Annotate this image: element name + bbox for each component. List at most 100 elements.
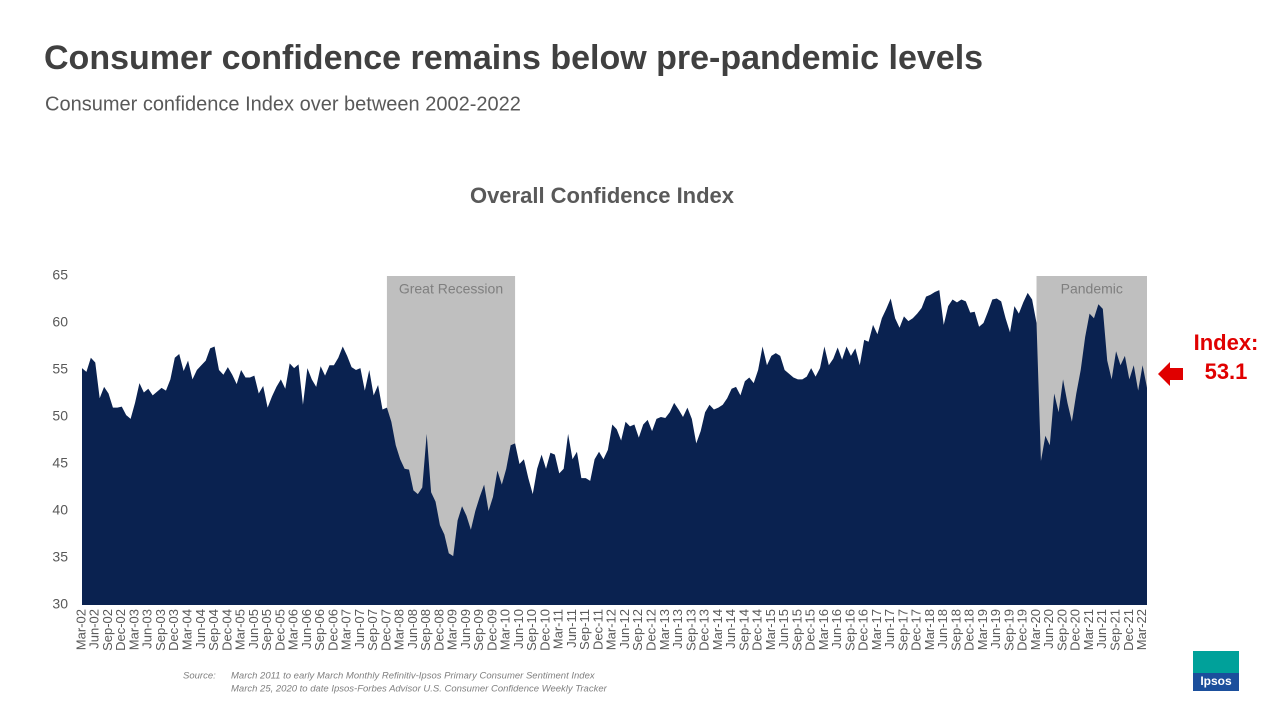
x-tick-label: Sep-14: [736, 609, 751, 651]
x-tick-label: Sep-05: [259, 609, 274, 651]
x-tick-label: Dec-15: [803, 609, 818, 651]
y-tick-label: 65: [52, 267, 68, 283]
x-tick-label: Jun-19: [988, 609, 1003, 649]
x-tick-label: Jun-17: [882, 609, 897, 649]
x-tick-label: Sep-06: [312, 609, 327, 651]
x-tick-label: Sep-04: [206, 609, 221, 651]
x-tick-label: Dec-09: [484, 609, 499, 651]
x-tick-label: Jun-03: [140, 609, 155, 649]
area: [82, 290, 1147, 605]
y-tick-label: 55: [52, 361, 68, 377]
x-tick-label: Jun-13: [670, 609, 685, 649]
x-tick-label: Jun-10: [511, 609, 526, 649]
x-tick-label: Mar-22: [1134, 609, 1149, 650]
x-tick-label: Jun-02: [87, 609, 102, 649]
y-tick-label: 35: [52, 549, 68, 565]
x-tick-label: Dec-05: [272, 609, 287, 651]
x-tick-label: Dec-21: [1121, 609, 1136, 651]
x-tick-label: Sep-19: [1001, 609, 1016, 651]
source-line: March 2011 to early March Monthly Refini…: [231, 671, 596, 682]
x-tick-label: Sep-02: [100, 609, 115, 651]
x-tick-label: Mar-17: [869, 609, 884, 650]
x-tick-label: Mar-09: [445, 609, 460, 650]
x-tick-label: Sep-11: [577, 609, 592, 650]
x-tick-label: Mar-13: [657, 609, 672, 650]
callout-arrow: [1158, 362, 1183, 386]
y-tick-label: 45: [52, 455, 68, 471]
x-tick-label: Dec-13: [697, 609, 712, 651]
x-tick-label: Sep-18: [948, 609, 963, 651]
x-tick-label: Mar-14: [710, 609, 725, 650]
x-tick-label: Jun-06: [299, 609, 314, 649]
x-tick-label: Sep-08: [418, 609, 433, 651]
x-tick-label: Dec-07: [378, 609, 393, 651]
x-tick-label: Jun-12: [617, 609, 632, 649]
x-tick-label: Mar-18: [922, 609, 937, 650]
x-tick-label: Jun-21: [1094, 609, 1109, 649]
x-tick-label: Mar-02: [73, 609, 88, 650]
x-tick-label: Dec-08: [431, 609, 446, 651]
x-tick-label: Dec-03: [166, 609, 181, 651]
x-tick-label: Sep-12: [630, 609, 645, 651]
x-tick-label: Mar-16: [816, 609, 831, 650]
callout-value: 53.1: [1205, 359, 1248, 384]
x-tick-label: Dec-20: [1068, 609, 1083, 651]
x-tick-label: Mar-11: [551, 609, 566, 649]
source-line: March 25, 2020 to date Ipsos-Forbes Advi…: [231, 684, 608, 695]
chart-title: Overall Confidence Index: [470, 183, 735, 208]
x-tick-label: Jun-18: [935, 609, 950, 649]
x-tick-label: Sep-07: [365, 609, 380, 651]
x-tick-label: Mar-04: [179, 609, 194, 650]
x-tick-label: Dec-18: [962, 609, 977, 651]
x-tick-label: Dec-16: [856, 609, 871, 651]
x-tick-label: Jun-14: [723, 609, 738, 649]
callout-label: Index:: [1194, 330, 1259, 355]
x-tick-label: Jun-05: [246, 609, 261, 649]
x-tick-label: Dec-12: [643, 609, 658, 651]
y-tick-label: 30: [52, 596, 68, 612]
x-tick-label: Dec-04: [219, 609, 234, 651]
x-tick-label: Sep-03: [153, 609, 168, 651]
x-tick-label: Mar-03: [126, 609, 141, 650]
x-tick-label: Jun-07: [352, 609, 367, 649]
x-tick-label: Mar-21: [1081, 609, 1096, 650]
x-tick-label: Dec-19: [1015, 609, 1030, 651]
logo-text: Ipsos: [1200, 674, 1232, 688]
x-tick-label: Jun-11: [564, 609, 579, 648]
x-tick-label: Dec-02: [113, 609, 128, 651]
x-tick-label: Sep-15: [789, 609, 804, 651]
x-tick-label: Jun-20: [1041, 609, 1056, 649]
x-tick-label: Mar-20: [1028, 609, 1043, 650]
x-tick-label: Sep-21: [1108, 609, 1123, 651]
x-tick-label: Sep-17: [895, 609, 910, 651]
x-tick-label: Jun-04: [193, 609, 208, 649]
x-tick-label: Dec-11: [590, 609, 605, 650]
x-tick-label: Sep-09: [471, 609, 486, 651]
x-tick-label: Sep-10: [524, 609, 539, 651]
region-label: Pandemic: [1061, 281, 1123, 297]
x-tick-label: Mar-06: [286, 609, 301, 650]
x-tick-label: Sep-20: [1054, 609, 1069, 651]
x-tick-label: Dec-10: [537, 609, 552, 651]
x-tick-label: Mar-19: [975, 609, 990, 650]
x-tick-label: Mar-05: [233, 609, 248, 650]
x-tick-label: Dec-14: [750, 609, 765, 651]
x-tick-label: Jun-08: [405, 609, 420, 649]
x-tick-label: Sep-16: [842, 609, 857, 651]
x-tick-label: Jun-09: [458, 609, 473, 649]
x-tick-label: Mar-07: [339, 609, 354, 650]
x-tick-label: Jun-15: [776, 609, 791, 649]
x-tick-label: Dec-06: [325, 609, 340, 651]
y-tick-label: 50: [52, 408, 68, 424]
source-label: Source:: [183, 671, 216, 682]
region-label: Great Recession: [399, 281, 503, 297]
logo-band: [1193, 651, 1239, 673]
page-subtitle: Consumer confidence Index over between 2…: [45, 93, 521, 115]
x-tick-label: Mar-12: [604, 609, 619, 650]
y-tick-label: 40: [52, 502, 68, 518]
x-tick-label: Dec-17: [909, 609, 924, 651]
x-tick-label: Mar-15: [763, 609, 778, 650]
x-tick-label: Mar-08: [392, 609, 407, 650]
y-tick-label: 60: [52, 314, 68, 330]
